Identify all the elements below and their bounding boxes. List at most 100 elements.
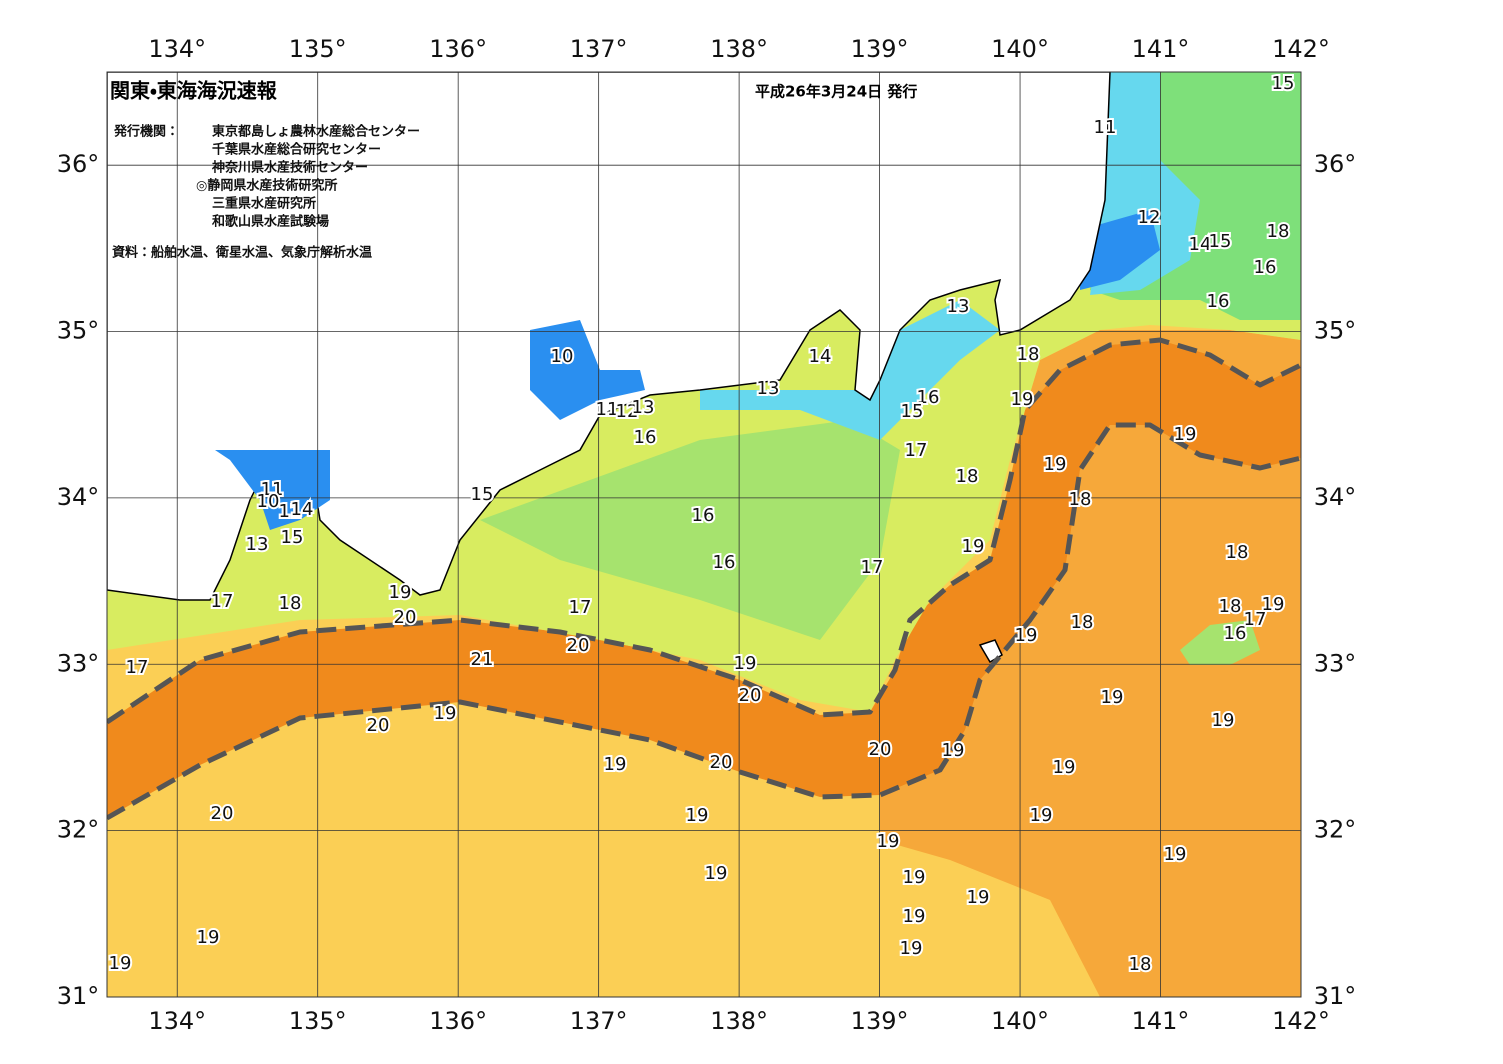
contour-label: 11: [279, 501, 302, 522]
contour-label: 19: [604, 754, 627, 775]
contour-label: 17: [569, 597, 592, 618]
contour-label: 19: [900, 938, 923, 959]
lat-tick-label: 33°: [57, 649, 100, 677]
contour-label: 19: [962, 536, 985, 557]
kuroshio-band: [107, 340, 1301, 818]
lon-tick-label: 137°: [570, 35, 628, 63]
contour-label: 20: [739, 685, 762, 706]
contour-label: 13: [246, 534, 269, 555]
land: [107, 72, 1111, 664]
kuroshio-north-edge: [107, 337, 1301, 725]
contour-label: 16: [692, 505, 715, 526]
contour-label: 20: [567, 635, 590, 656]
contour-label: 19: [1044, 454, 1067, 475]
contour-label: 13: [632, 397, 655, 418]
contour-label: 17: [1244, 609, 1267, 630]
contour-label: 19: [734, 653, 757, 674]
kuroshio-axis: [107, 337, 1301, 821]
lon-tick-label: 136°: [429, 35, 487, 63]
ise-bay: [530, 320, 645, 420]
contour-label: 19: [903, 906, 926, 927]
cyan-coast: [700, 300, 1000, 440]
contour-label: 18: [1069, 489, 1092, 510]
contour-label: 15: [471, 484, 494, 505]
lon-tick-label: 140°: [991, 35, 1049, 63]
lon-tick-label: 136°: [429, 1007, 487, 1035]
contour-label: 12: [616, 401, 639, 422]
contour-label: 14: [291, 499, 314, 520]
warm-east: [880, 425, 1301, 997]
contour-label: 20: [869, 739, 892, 760]
contour-label: 13: [947, 296, 970, 317]
contour-label: 19: [1212, 710, 1235, 731]
issuer: 和歌山県水産試験場: [212, 214, 329, 230]
lon-tick-label: 135°: [289, 35, 347, 63]
contour-label: 18: [1267, 221, 1290, 242]
issuer: 神奈川県水産技術センター: [211, 160, 368, 176]
data-sources: 資料：船舶水温、衛星水温、気象庁解析水温: [112, 245, 372, 261]
lat-tick-label: 33°: [1314, 649, 1357, 677]
contour-label: 15: [901, 401, 924, 422]
contour-label: 19: [705, 863, 728, 884]
lon-tick-label: 138°: [710, 1007, 768, 1035]
contour-label: 10: [551, 346, 574, 367]
issuer: 三重県水産研究所: [212, 196, 316, 212]
lon-tick-label: 134°: [148, 35, 206, 63]
lon-tick-label: 139°: [851, 1007, 909, 1035]
contour-label: 13: [757, 378, 780, 399]
lat-tick-label: 35°: [1314, 317, 1357, 345]
contour-label: 20: [394, 607, 417, 628]
lat-tick-label: 34°: [57, 483, 100, 511]
lon-tick-label: 140°: [991, 1007, 1049, 1035]
contour-label: 19: [686, 805, 709, 826]
issue-date: 平成26年3月24日 発行: [755, 83, 917, 101]
contour-label: 15: [1272, 73, 1295, 94]
lat-tick-label: 36°: [1314, 150, 1357, 178]
contour-label: 19: [942, 740, 965, 761]
title: 関東・東海海況速報: [110, 79, 278, 103]
contour-label: 17: [861, 557, 884, 578]
contour-label: 19: [1174, 424, 1197, 445]
contour-label: 16: [917, 387, 940, 408]
contour-label: 15: [281, 527, 304, 548]
lon-tick-label: 139°: [851, 35, 909, 63]
contour-label: 16: [634, 427, 657, 448]
contour-label: 19: [1262, 594, 1285, 615]
contour-label: 19: [434, 703, 457, 724]
contour-label: 19: [967, 887, 990, 908]
lon-tick-label: 137°: [570, 1007, 628, 1035]
lon-tick-label: 142°: [1272, 1007, 1330, 1035]
contour-label: 18: [956, 466, 979, 487]
contour-label: 19: [1015, 625, 1038, 646]
contour-label: 11: [596, 399, 619, 420]
lat-tick-label: 34°: [1314, 483, 1357, 511]
graticule: [107, 72, 1301, 997]
lat-tick-label: 32°: [57, 816, 100, 844]
map-frame: [106, 71, 1302, 998]
contour-label: 18: [1226, 542, 1249, 563]
contour-label: 16: [713, 552, 736, 573]
lon-tick-label: 141°: [1132, 1007, 1190, 1035]
lat-tick-label: 31°: [57, 982, 100, 1010]
contour-label: 18: [1017, 344, 1040, 365]
issuer: 千葉県水産総合研究センター: [212, 142, 381, 158]
contour-label: 19: [1030, 805, 1053, 826]
contour-label: 19: [389, 582, 412, 603]
contour-label: 19: [1164, 844, 1187, 865]
lat-tick-label: 35°: [57, 317, 100, 345]
contour-label: 19: [1053, 757, 1076, 778]
warm-northeast: [1025, 330, 1301, 410]
lat-tick-label: 31°: [1314, 982, 1357, 1010]
lon-tick-label: 142°: [1272, 35, 1330, 63]
contour-label: 15: [1209, 231, 1232, 252]
contour-label: 17: [126, 657, 149, 678]
issuer: ◎静岡県水産技術研究所: [196, 178, 337, 194]
kuroshio-south-edge: [107, 422, 1301, 821]
contour-label: 17: [211, 591, 234, 612]
contour-label: 21: [471, 649, 494, 670]
contour-label: 14: [809, 346, 832, 367]
contour-label: 19: [903, 867, 926, 888]
contour-label: 19: [1101, 687, 1124, 708]
contour-label: 18: [279, 593, 302, 614]
